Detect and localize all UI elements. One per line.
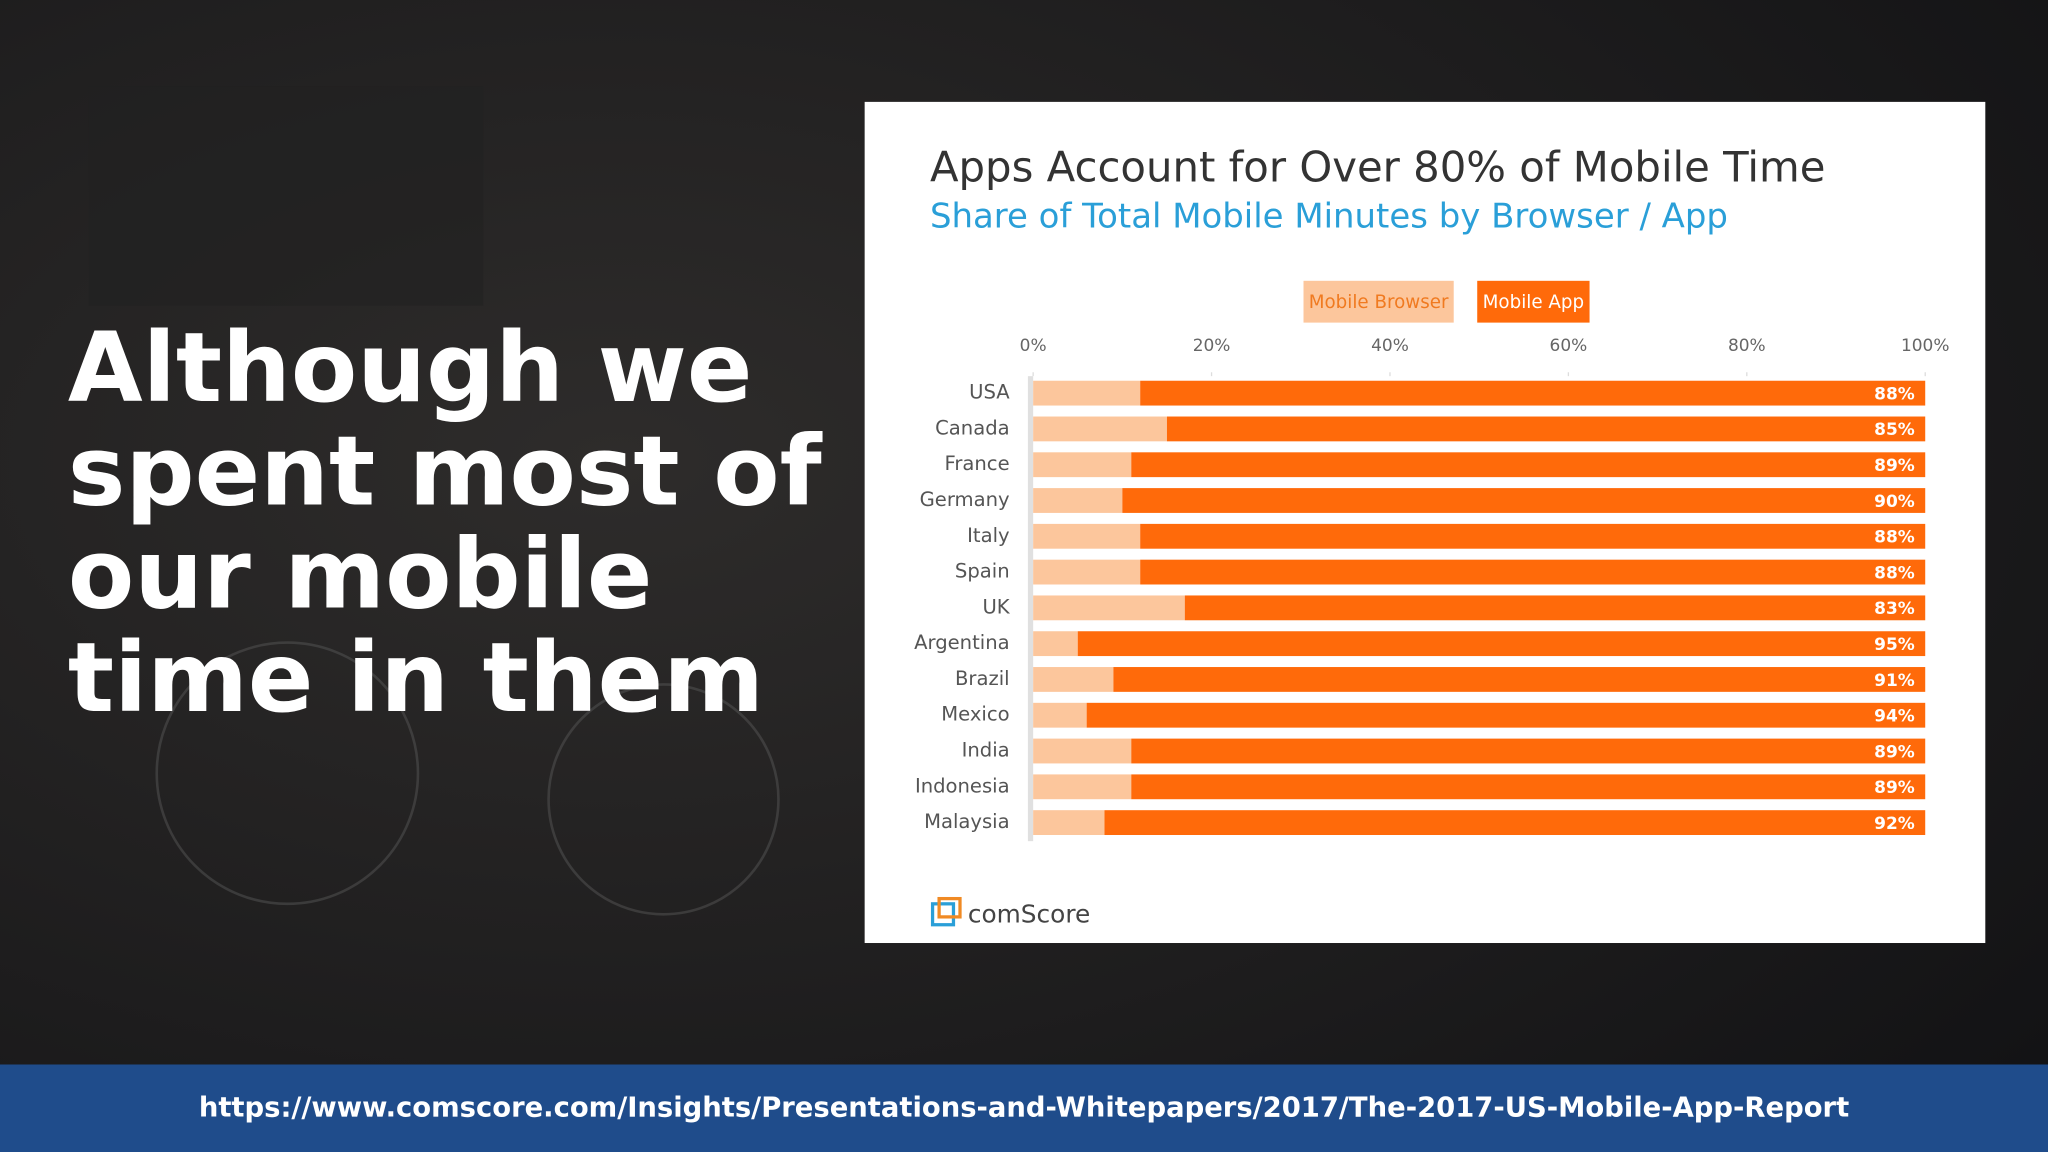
y-tick-label: Mexico: [941, 703, 1009, 726]
x-tick-label: 0%: [1020, 336, 1047, 356]
bar-segment: [1033, 595, 1185, 621]
heading-line: our mobile: [68, 518, 653, 631]
value-label: 95%: [1874, 635, 1915, 655]
y-tick-label: Malaysia: [924, 810, 1010, 833]
bar-segment: [1033, 416, 1167, 442]
heading-line: time in them: [68, 621, 764, 734]
bar-segment: [1140, 523, 1926, 549]
bar-segment: [1033, 774, 1132, 800]
bar-segment: [1140, 559, 1926, 585]
value-label: 88%: [1874, 528, 1915, 548]
y-tick-label: Indonesia: [915, 774, 1010, 797]
chart: Mobile Browser Mobile App 0% 20% 40% 60% 80% 10…: [914, 280, 1950, 842]
bar-segment: [1140, 380, 1926, 406]
bg-video-frame: [88, 86, 484, 306]
bg-circle: [155, 641, 420, 906]
x-tick-label: 20%: [1193, 336, 1231, 356]
legend-label: Mobile App: [1483, 292, 1584, 313]
logo-text: comScore: [968, 900, 1090, 929]
bar-segment: [1122, 488, 1926, 513]
y-tick-label: UK: [982, 595, 1010, 618]
bar-segment: [1033, 380, 1141, 406]
chart-title: Apps Account for Over 80% of Mobile Time: [930, 142, 1825, 191]
bar-segment: [1033, 523, 1141, 549]
bar-segment: [1033, 738, 1132, 764]
bar-segment: [1184, 595, 1926, 621]
footer-band: [0, 1064, 2048, 1152]
x-tick-label: 80%: [1728, 336, 1766, 356]
bar-segment: [1104, 810, 1926, 836]
bar-segment: [1131, 738, 1926, 764]
bar-segment: [1033, 488, 1123, 513]
bar-segment: [1033, 702, 1087, 728]
legend-label: Mobile Browser: [1309, 292, 1449, 313]
y-tick-label: France: [945, 452, 1010, 475]
y-tick-label: USA: [969, 381, 1010, 404]
value-label: 85%: [1874, 420, 1915, 440]
logo-icon: [937, 896, 962, 919]
y-tick-label: India: [962, 739, 1010, 762]
y-tick-label: Spain: [955, 560, 1010, 583]
chart-panel: [864, 101, 1986, 944]
y-tick-label: Canada: [935, 416, 1010, 439]
bar-segment: [1077, 631, 1926, 657]
legend-swatch: [1477, 280, 1590, 323]
value-label: 89%: [1874, 742, 1915, 762]
x-tick-label: 100%: [1901, 336, 1950, 356]
bar-segment: [1086, 702, 1926, 728]
bar-segment: [1131, 452, 1926, 478]
bar-segment: [1033, 631, 1078, 657]
bar-segment: [1131, 774, 1926, 800]
heading-line: Although we: [68, 311, 753, 424]
y-tick-label: Germany: [920, 488, 1010, 511]
bar-segment: [1166, 416, 1926, 442]
value-label: 94%: [1874, 707, 1915, 727]
value-label: 91%: [1874, 671, 1915, 691]
bar-segment: [1033, 667, 1114, 692]
y-tick-label: Brazil: [955, 667, 1010, 690]
value-label: 89%: [1874, 778, 1915, 798]
value-label: 83%: [1874, 599, 1915, 619]
source-logo: comScore: [930, 896, 1090, 929]
x-tick-label: 40%: [1371, 336, 1409, 356]
bar-segment: [1033, 559, 1141, 585]
legend-swatch: [1303, 280, 1454, 323]
value-label: 88%: [1874, 384, 1915, 404]
y-tick-label: Italy: [967, 524, 1009, 547]
bg-circle: [547, 683, 780, 916]
value-label: 90%: [1874, 492, 1915, 512]
bar-segment: [1113, 667, 1926, 692]
value-label: 88%: [1874, 563, 1915, 583]
bar-segment: [1033, 810, 1105, 836]
x-tick-label: 60%: [1550, 336, 1588, 356]
value-label: 92%: [1874, 814, 1915, 834]
heading-line: spent most of: [68, 414, 823, 527]
logo-icon: [930, 902, 956, 927]
value-label: 89%: [1874, 456, 1915, 476]
footer-url: https://www.comscore.com/Insights/Presen…: [199, 1092, 1849, 1123]
y-axis-line: [1027, 376, 1034, 842]
chart-subtitle: Share of Total Mobile Minutes by Browser…: [930, 197, 1728, 237]
bar-segment: [1033, 452, 1132, 478]
y-tick-label: Argentina: [914, 631, 1010, 654]
